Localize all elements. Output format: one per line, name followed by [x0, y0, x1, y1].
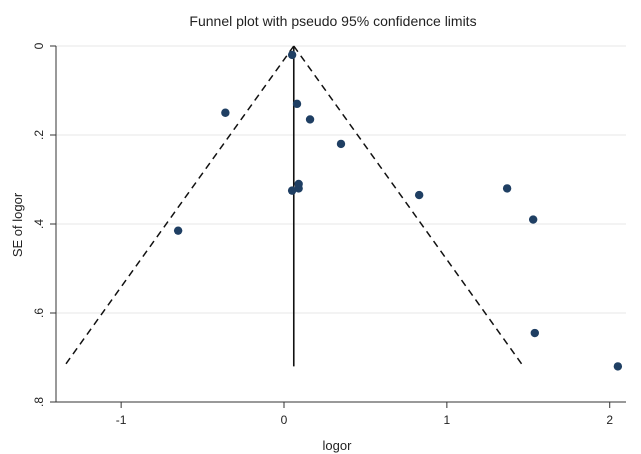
data-point	[305, 115, 315, 124]
y-axis-title: SE of logor	[10, 192, 25, 257]
left-confidence-limit-line	[63, 45, 295, 367]
y-tick-label: 0	[32, 42, 46, 49]
data-point	[287, 50, 297, 60]
x-tick-label: 1	[444, 413, 451, 427]
y-tick-label: .2	[32, 130, 46, 140]
y-tick-label: .4	[32, 219, 46, 229]
x-tick-label: 0	[281, 413, 288, 427]
data-point	[613, 362, 623, 371]
data-point	[287, 186, 297, 195]
data-point	[414, 190, 424, 200]
points-group	[173, 50, 623, 371]
data-point	[502, 184, 512, 193]
data-point	[292, 99, 302, 109]
data-point	[221, 108, 230, 117]
right-confidence-limit-line	[293, 45, 525, 367]
ticks-group: -1 0 1 2 0 .2 .4 .6 .8	[32, 42, 613, 427]
y-tick-label: .6	[32, 308, 46, 318]
data-point	[336, 139, 346, 149]
data-point	[530, 328, 539, 338]
grid-group	[56, 45, 626, 403]
x-tick-label: -1	[116, 413, 127, 427]
data-point	[294, 184, 303, 193]
data-point	[173, 226, 183, 235]
x-axis-title: logor	[323, 438, 353, 453]
x-tick-label: 2	[606, 413, 613, 427]
chart-title: Funnel plot with pseudo 95% confidence l…	[189, 13, 476, 29]
y-tick-label: .8	[32, 397, 46, 407]
funnel-group	[63, 45, 525, 367]
data-point	[528, 215, 538, 224]
